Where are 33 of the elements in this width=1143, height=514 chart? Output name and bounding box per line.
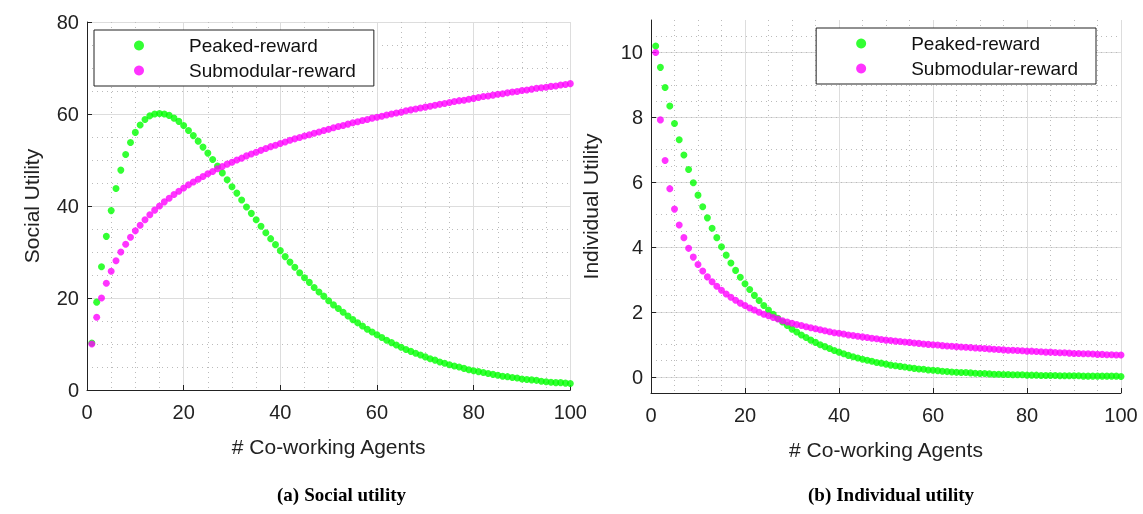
y-tick-label: 6 [631, 171, 643, 194]
x-tick-label: 20 [172, 401, 195, 423]
legend-label: Peaked-reward [189, 35, 318, 56]
y-tick-label: 20 [56, 287, 79, 309]
text: (a) Social utility [276, 484, 407, 506]
y-tick-label: 4 [631, 236, 643, 259]
x-tick-label: 100 [1104, 404, 1138, 426]
x-tick-label: 20 [733, 404, 757, 426]
legend-label: Peaked-reward [911, 33, 1040, 54]
x-tick-label: 40 [827, 404, 851, 426]
y-tick-label: 10 [620, 41, 643, 64]
y-axis-title: Social Utility [20, 148, 43, 264]
y-tick-label: 40 [56, 195, 79, 217]
y-tick-label: 80 [56, 11, 79, 33]
x-tick-label: 60 [365, 401, 389, 423]
x-tick-label: 60 [921, 404, 945, 426]
y-tick-label: 8 [631, 106, 643, 129]
y-tick-label: 0 [67, 379, 79, 401]
x-axis-title: # Co-working Agents [789, 438, 983, 461]
legend-label: Submodular-reward [189, 60, 356, 81]
x-tick-label: 0 [645, 404, 657, 426]
x-tick-label: 80 [1015, 404, 1039, 426]
y-tick-label: 0 [631, 365, 643, 388]
x-axis-title: # Co-working Agents [231, 435, 426, 458]
y-axis-title: Individual Utility [579, 133, 602, 280]
x-tick-label: 40 [269, 401, 292, 423]
y-tick-label: 2 [631, 300, 643, 323]
x-tick-label: 100 [553, 401, 587, 423]
legend-label: Submodular-reward [911, 58, 1079, 79]
x-tick-label: 80 [462, 401, 485, 423]
text: (b) Individual utility [807, 484, 975, 506]
y-tick-label: 60 [56, 103, 79, 125]
x-tick-label: 0 [81, 401, 93, 423]
